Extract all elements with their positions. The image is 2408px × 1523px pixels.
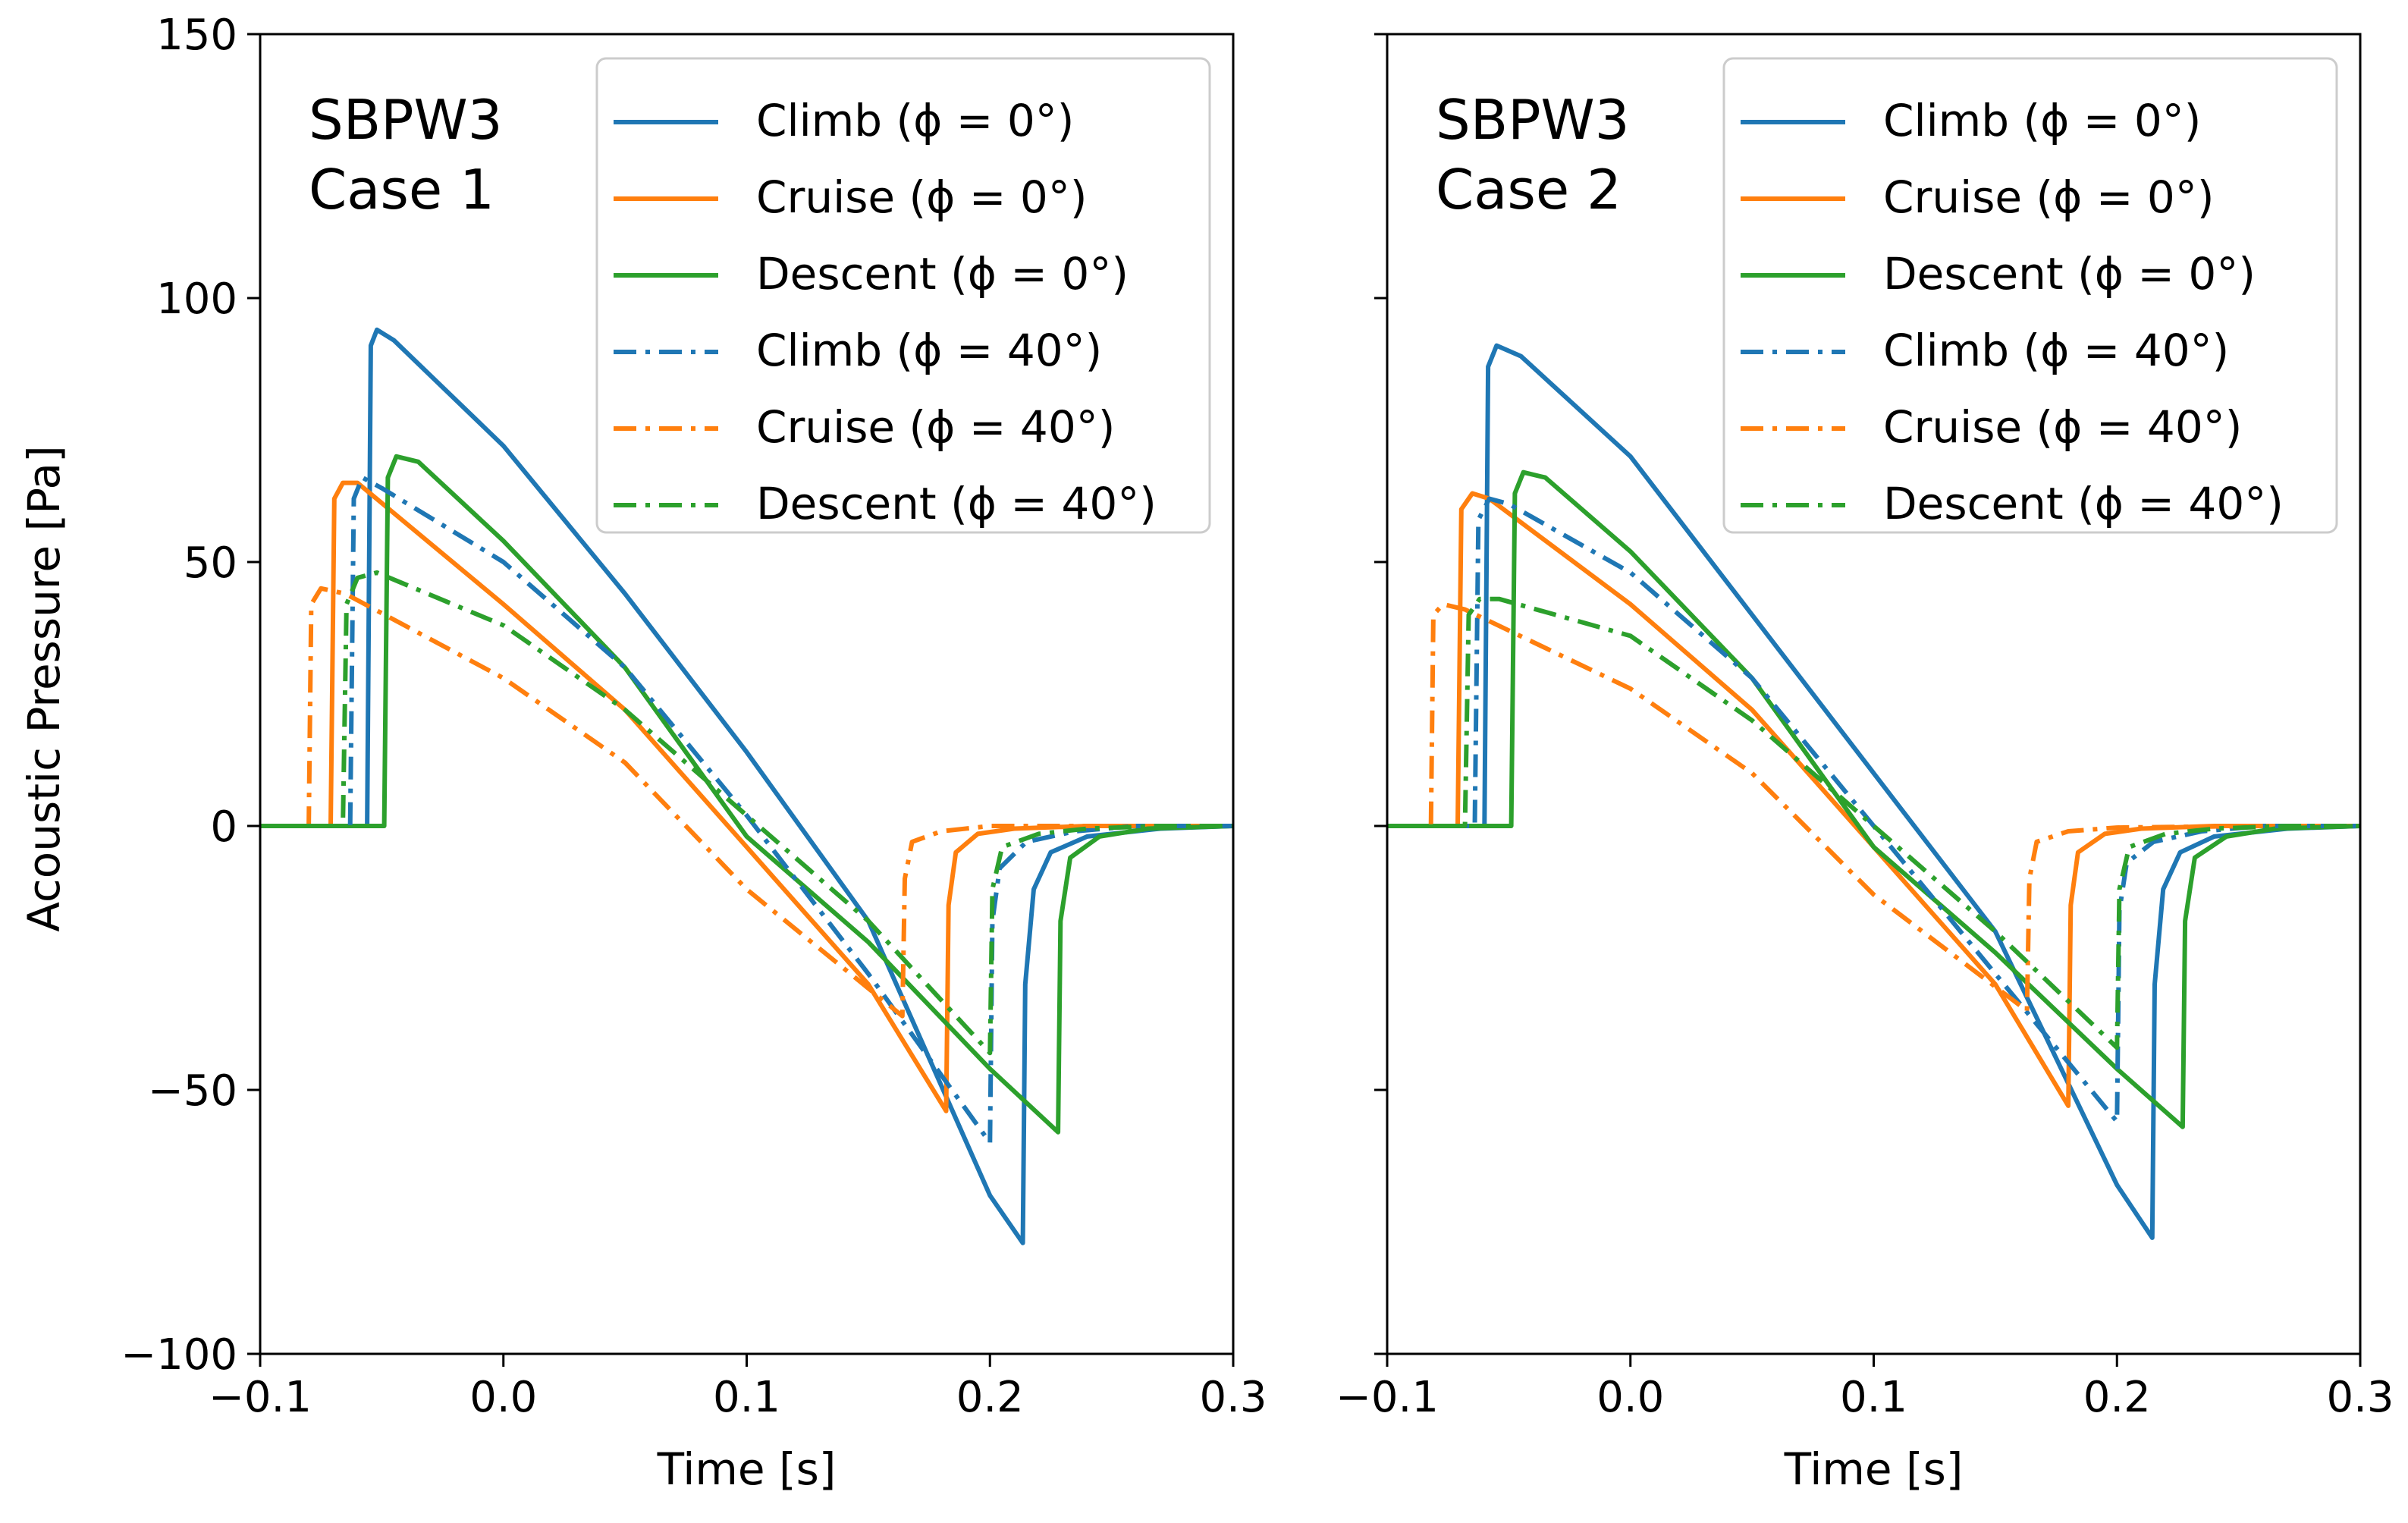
series-line-descent-phi40: [1387, 596, 2360, 1050]
legend-entry: Climb (ϕ = 40°): [1883, 325, 2229, 376]
series-lines: [1387, 343, 2360, 1240]
series-line-climb-phi40: [260, 475, 1233, 1145]
legend-entry: Climb (ϕ = 0°): [756, 95, 1074, 146]
legend-entry: Cruise (ϕ = 40°): [1883, 401, 2242, 453]
panel-annotation: SBPW3: [1436, 88, 1630, 152]
series-line-climb-phi40: [1387, 496, 2360, 1124]
legend-entry: Descent (ϕ = 0°): [1883, 248, 2256, 300]
x-axis-label: Time [s]: [1784, 1443, 1964, 1495]
legend-entry: Cruise (ϕ = 0°): [1883, 171, 2214, 223]
x-tick-label: 0.0: [469, 1373, 537, 1422]
legend-frame: [1722, 57, 2338, 534]
legend: Climb (ϕ = 0°) Cruise (ϕ = 0°) Descent (ϕ …: [1722, 57, 2338, 534]
y-tick-label: −50: [148, 1066, 237, 1116]
legend-entry: Cruise (ϕ = 0°): [756, 171, 1087, 223]
x-tick-label: 0.2: [956, 1373, 1024, 1422]
x-tick-label: 0.1: [1840, 1373, 1907, 1422]
x-tick-label: 0.3: [2326, 1373, 2394, 1422]
legend-frame: [595, 57, 1211, 534]
panel-annotation: Case 2: [1436, 158, 1622, 221]
y-tick-label: 0: [210, 802, 237, 852]
series-line-cruise-phi0: [260, 480, 1233, 1113]
x-tick-label: 0.3: [1199, 1373, 1267, 1422]
series-line-cruise-phi40: [1387, 601, 2263, 1013]
y-tick-label: 100: [156, 275, 237, 324]
legend: Climb (ϕ = 0°) Cruise (ϕ = 0°) Descent (ϕ …: [595, 57, 1211, 534]
series-lines: [260, 327, 1233, 1245]
panel-annotation: SBPW3: [309, 88, 503, 152]
y-axis-label: Acoustic Pressure [Pa]: [18, 445, 70, 931]
x-tick-label: −0.1: [209, 1373, 312, 1422]
y-tick-label: 150: [156, 11, 237, 60]
x-tick-label: 0.0: [1596, 1373, 1664, 1422]
legend-entry: Descent (ϕ = 40°): [1883, 478, 2284, 529]
legend-entry: Climb (ϕ = 40°): [756, 325, 1102, 376]
x-tick-label: 0.2: [2083, 1373, 2151, 1422]
legend-entry: Descent (ϕ = 40°): [756, 478, 1157, 529]
series-line-descent-phi0: [260, 454, 1233, 1135]
legend-entry: Climb (ϕ = 0°): [1883, 95, 2201, 146]
series-line-climb-phi0: [1387, 343, 2360, 1240]
y-tick-label: −100: [121, 1330, 237, 1380]
series-line-descent-phi0: [1387, 469, 2360, 1129]
legend-entry: Descent (ϕ = 0°): [756, 248, 1129, 300]
x-tick-label: −0.1: [1336, 1373, 1439, 1422]
panel-annotation: Case 1: [309, 158, 494, 221]
legend-entry: Cruise (ϕ = 40°): [756, 401, 1115, 453]
y-tick-label: 50: [184, 539, 237, 588]
chart-panel-case-1: −0.1 0.0 0.1 0.2 0.3 −100 −50 0 50 100 150 Time [s]…: [121, 11, 1267, 1495]
series-line-cruise-phi40: [260, 586, 1136, 1019]
x-axis-label: Time [s]: [657, 1443, 837, 1495]
series-line-descent-phi40: [260, 570, 1233, 1056]
series-line-cruise-phi0: [1387, 491, 2360, 1108]
x-tick-label: 0.1: [713, 1373, 780, 1422]
